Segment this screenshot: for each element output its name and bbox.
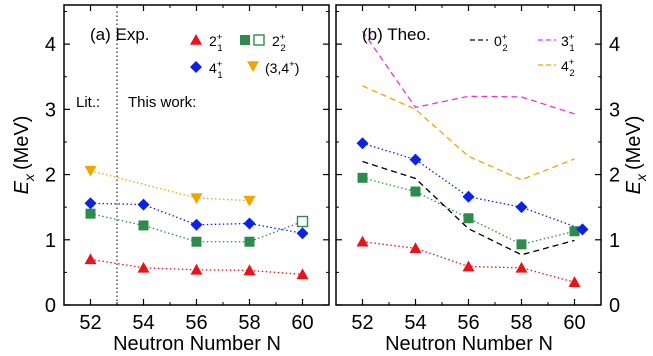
legend-a-marker-open [253, 34, 265, 46]
panel-b-series-0-point [462, 260, 475, 272]
panel-b-series-0-point [568, 276, 581, 287]
panel-b-series-4-line [361, 30, 575, 115]
panel-b: 52 54 56 58 60 0 1 2 3 4 [335, 5, 620, 334]
panel-b-ytick-label: 0 [609, 295, 620, 317]
panel-a-series-0-point [243, 264, 256, 276]
panel-a-xlabel: Neutron Number N [113, 333, 281, 355]
panel-b-series-1-point [569, 226, 580, 237]
panel-a-xtick-label: 56 [185, 312, 207, 334]
legend-a-marker [247, 61, 259, 72]
panel-b-xtick-label: 56 [457, 312, 479, 334]
panel-a-series-1-point [191, 236, 202, 247]
panel-b-title: (b) Theo. [362, 25, 431, 44]
panel-a-series-2-point [137, 198, 150, 211]
annotation-literature: Lit.: [76, 94, 100, 111]
panel-a-ytick-label: 0 [45, 295, 56, 317]
legend-a-marker [240, 35, 250, 45]
panel-b-series-1-point [410, 186, 421, 197]
panel-a-series-3-point [84, 165, 97, 177]
annotation-this-work: This work: [128, 94, 196, 111]
panel-a-ytick-label: 2 [45, 165, 56, 187]
panel-b-xtick-label: 58 [510, 312, 532, 334]
panel-a-series-0-point [190, 263, 203, 275]
legend-a-label: 2+ 2 [272, 32, 286, 54]
panel-a-series-2-point [84, 197, 97, 210]
panel-b-series-5-line [362, 85, 575, 181]
panel-b-ytick-label: 1 [609, 230, 620, 252]
panel-a-series-3-point [190, 193, 203, 205]
panel-a-series-2-point [296, 227, 309, 240]
panel-b-series-0-point [409, 242, 422, 254]
panel-a-ytick-label: 1 [45, 230, 56, 252]
panel-a-series-1-point [85, 208, 96, 219]
panel-b-ytick-label: 4 [609, 34, 620, 56]
panel-a-series-1-point [296, 215, 309, 228]
panel-b-series-2-point [356, 137, 369, 150]
panel-a-series-1-point [244, 236, 255, 247]
panel-b-series-1-point [357, 172, 368, 183]
panel-a-series-2-point [243, 217, 256, 230]
panel-b-series-2-point [576, 223, 589, 236]
legend-panel-a: 2+ 1 2+ 2 4+ 1 (3,4+) [190, 32, 299, 81]
panel-a-xtick-label: 60 [291, 312, 313, 334]
panel-b-series-0-point [515, 261, 528, 273]
panel-a-ytick-label: 3 [45, 99, 56, 121]
panel-b-xtick-label: 52 [351, 312, 373, 334]
panel-a: 52 54 56 58 60 0 1 2 3 4 [45, 5, 330, 334]
panel-b-xlabel: Neutron Number N [385, 333, 553, 355]
panel-b-xtick-label: 54 [404, 312, 426, 334]
panel-b-ytick-label: 2 [609, 165, 620, 187]
panel-b-series-3-line [362, 160, 575, 256]
legend-a-label: 2+ 1 [209, 32, 223, 54]
panel-b-xtick-label: 60 [563, 312, 585, 334]
panel-a-xtick-label: 58 [238, 312, 260, 334]
panel-a-series-0-line [90, 258, 303, 275]
panel-a-series-1-line [90, 213, 303, 243]
panel-a-series-1-point [138, 220, 149, 231]
panel-b-series-0-point [356, 235, 369, 247]
panel-a-series-2-point [190, 218, 203, 231]
legend-b-label: 4+ 2 [561, 57, 575, 79]
legend-panel-b: 0+ 2 3+ 1 4+ 2 [470, 32, 575, 79]
legend-b-label: 0+ 2 [494, 32, 508, 54]
legend-a-marker [190, 34, 202, 45]
panel-a-series-0-point [296, 268, 309, 280]
panel-b-ytick-label: 3 [609, 99, 620, 121]
panel-b-series-2-point [462, 190, 475, 203]
panel-a-frame [63, 4, 330, 306]
legend-a-marker [190, 61, 202, 73]
panel-a-ytick-label: 4 [45, 34, 56, 56]
panel-a-ylabel: Ex(MeV) [11, 116, 37, 195]
panel-b-series-1-point [463, 213, 474, 224]
panel-a-xtick-label: 54 [132, 312, 154, 334]
panel-a-series-3-line [90, 170, 250, 202]
panel-a-xtick-label: 52 [79, 312, 101, 334]
panel-a-title: (a) Exp. [90, 25, 150, 44]
panel-a-series-3-point [243, 195, 256, 207]
panel-a-series-0-point [137, 261, 150, 273]
panel-b-series-1-point [516, 239, 527, 250]
panel-b-series-2-point [515, 201, 528, 214]
panel-b-series-1-line [362, 177, 575, 246]
panel-b-ylabel: Ex(MeV) [623, 116, 649, 195]
panel-a-series-2-line [90, 202, 303, 234]
legend-a-label: 4+ 1 [209, 59, 223, 81]
panel-b-series-2-point [409, 153, 422, 166]
legend-b-label: 3+ 1 [561, 32, 575, 54]
panel-a-series-0-point [84, 253, 97, 265]
legend-a-label: (3,4+) [265, 59, 299, 76]
